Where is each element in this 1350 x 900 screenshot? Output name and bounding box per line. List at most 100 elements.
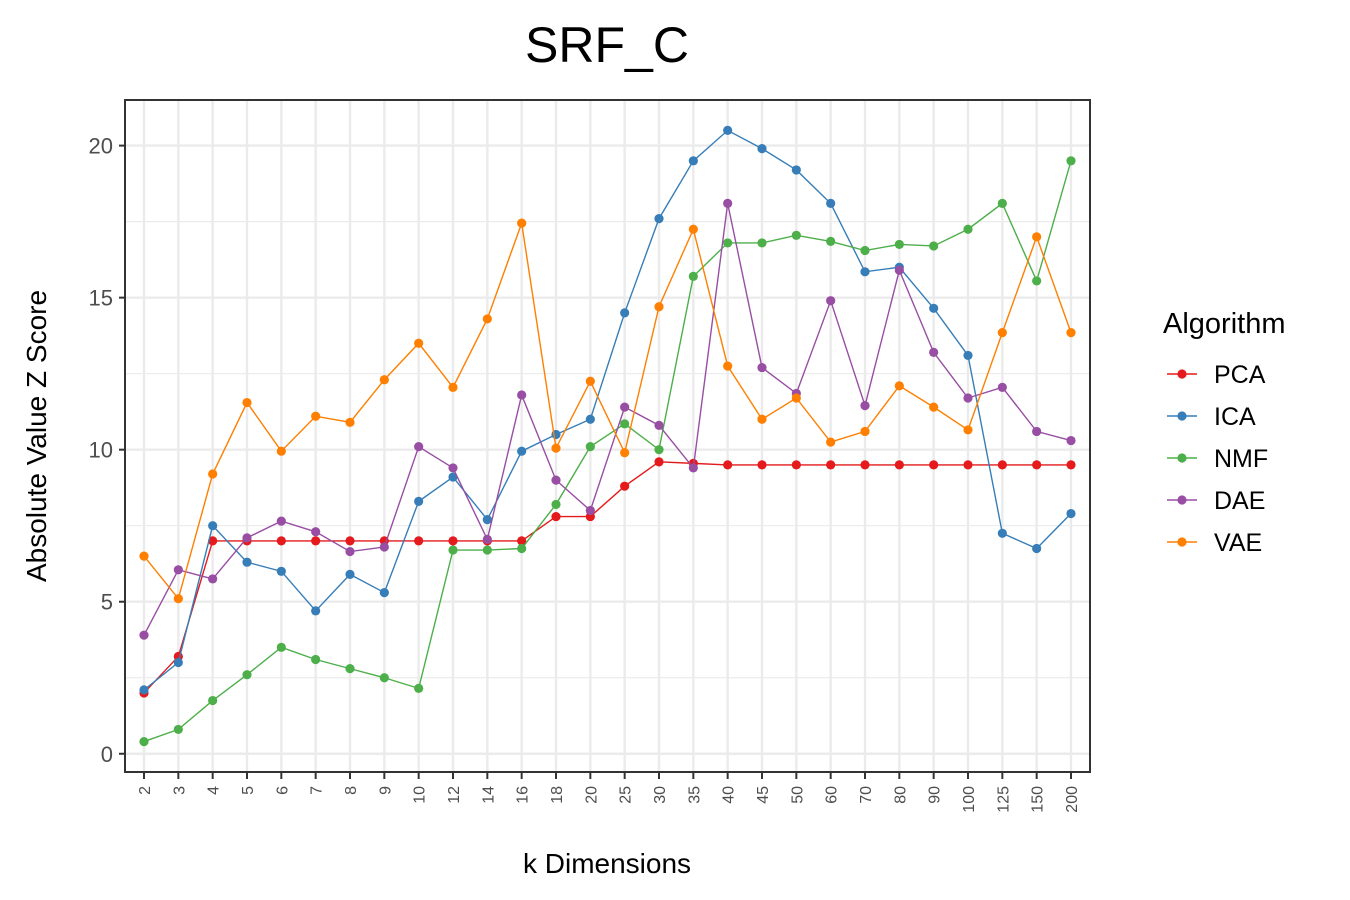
series-line-nmf — [143, 160, 1072, 743]
y-axis: 0 5 10 15 20 — [89, 134, 125, 767]
series-line-ica — [143, 129, 1072, 691]
legend-label: PCA — [1214, 361, 1266, 389]
data-point-nmf — [1066, 156, 1076, 166]
series-dae — [139, 198, 1076, 640]
data-point-ica — [276, 566, 286, 576]
data-point-dae — [826, 296, 836, 306]
grid — [125, 100, 1090, 772]
legend-item-pca: PCA — [1167, 361, 1266, 389]
data-point-vae — [723, 361, 733, 371]
data-point-pca — [345, 536, 355, 546]
data-point-dae — [379, 542, 389, 552]
x-tick-label: 5 — [240, 786, 257, 795]
x-tick-label: 70 — [858, 786, 875, 804]
data-point-nmf — [482, 545, 492, 555]
data-point-vae — [482, 314, 492, 324]
y-tick-label: 10 — [89, 438, 113, 463]
x-tick-label: 3 — [171, 786, 188, 795]
data-point-vae — [654, 302, 664, 312]
data-point-dae — [1032, 426, 1042, 437]
data-point-ica — [1066, 508, 1076, 519]
x-tick-label: 6 — [274, 786, 291, 795]
data-point-nmf — [242, 670, 252, 680]
data-point-nmf — [723, 238, 733, 248]
data-point-pca — [414, 536, 424, 546]
series-nmf — [139, 156, 1076, 747]
x-tick-label: 12 — [446, 786, 463, 804]
data-point-vae — [517, 218, 527, 228]
data-point-ica — [208, 521, 218, 531]
x-tick-label: 2 — [137, 786, 154, 795]
x-tick-label: 50 — [789, 786, 806, 804]
data-point-vae — [929, 402, 939, 412]
data-point-vae — [1066, 328, 1076, 338]
data-point-dae — [448, 463, 458, 473]
x-tick-label: 14 — [480, 786, 497, 804]
data-point-dae — [757, 362, 767, 373]
x-tick-label: 80 — [892, 786, 909, 804]
data-point-ica — [963, 350, 973, 361]
data-point-nmf — [620, 419, 630, 429]
data-point-pca — [757, 460, 767, 470]
x-tick-label: 10 — [412, 786, 429, 804]
x-tick-label: 7 — [309, 786, 326, 795]
data-point-vae — [757, 414, 767, 424]
data-point-ica — [242, 557, 252, 567]
data-point-vae — [448, 382, 458, 392]
data-point-dae — [894, 265, 904, 275]
data-point-ica — [482, 515, 492, 525]
data-point-ica — [757, 144, 767, 154]
data-point-nmf — [585, 442, 595, 452]
data-point-vae — [585, 376, 595, 386]
legend-title: Algorithm — [1163, 308, 1286, 340]
y-tick-label: 20 — [89, 134, 113, 159]
data-point-dae — [517, 390, 527, 400]
data-point-dae — [654, 420, 664, 430]
data-point-dae — [482, 534, 492, 544]
data-point-pca — [551, 511, 561, 522]
data-point-dae — [345, 546, 355, 557]
x-tick-label: 40 — [721, 786, 738, 804]
x-tick-label: 90 — [927, 786, 944, 804]
data-point-vae — [963, 425, 973, 435]
data-point-nmf — [963, 224, 973, 234]
data-point-vae — [894, 381, 904, 391]
data-point-vae — [345, 417, 355, 427]
legend-item-nmf: NMF — [1167, 445, 1268, 473]
data-point-ica — [345, 569, 355, 579]
legend-key-point — [1177, 537, 1187, 547]
data-point-nmf — [997, 198, 1007, 208]
x-tick-label: 150 — [1030, 786, 1047, 813]
data-point-nmf — [414, 683, 424, 693]
data-point-vae — [997, 328, 1007, 338]
data-point-dae — [688, 463, 698, 473]
data-point-dae — [551, 475, 561, 485]
data-point-pca — [620, 481, 630, 491]
x-tick-label: 100 — [961, 786, 978, 813]
y-tick-label: 0 — [101, 742, 113, 767]
data-point-dae — [311, 527, 321, 537]
data-point-dae — [276, 516, 286, 526]
legend-label: ICA — [1214, 403, 1256, 431]
data-point-ica — [929, 303, 939, 313]
data-point-ica — [723, 125, 733, 136]
y-tick-label: 15 — [89, 286, 113, 311]
data-point-pca — [791, 460, 801, 470]
data-point-nmf — [791, 230, 801, 240]
data-point-ica — [517, 446, 527, 456]
data-point-nmf — [894, 239, 904, 250]
data-point-nmf — [276, 642, 286, 652]
data-point-nmf — [379, 673, 389, 683]
data-point-dae — [139, 630, 149, 640]
x-tick-label: 4 — [206, 786, 223, 795]
data-point-dae — [242, 533, 252, 543]
legend-item-ica: ICA — [1167, 403, 1256, 431]
data-point-ica — [688, 156, 698, 166]
data-point-vae — [688, 224, 698, 234]
series-line-dae — [143, 203, 1072, 636]
data-point-nmf — [208, 695, 218, 706]
chart-title: SRF_C — [525, 17, 689, 73]
legend-item-vae: VAE — [1167, 529, 1262, 557]
data-point-ica — [1032, 543, 1042, 554]
